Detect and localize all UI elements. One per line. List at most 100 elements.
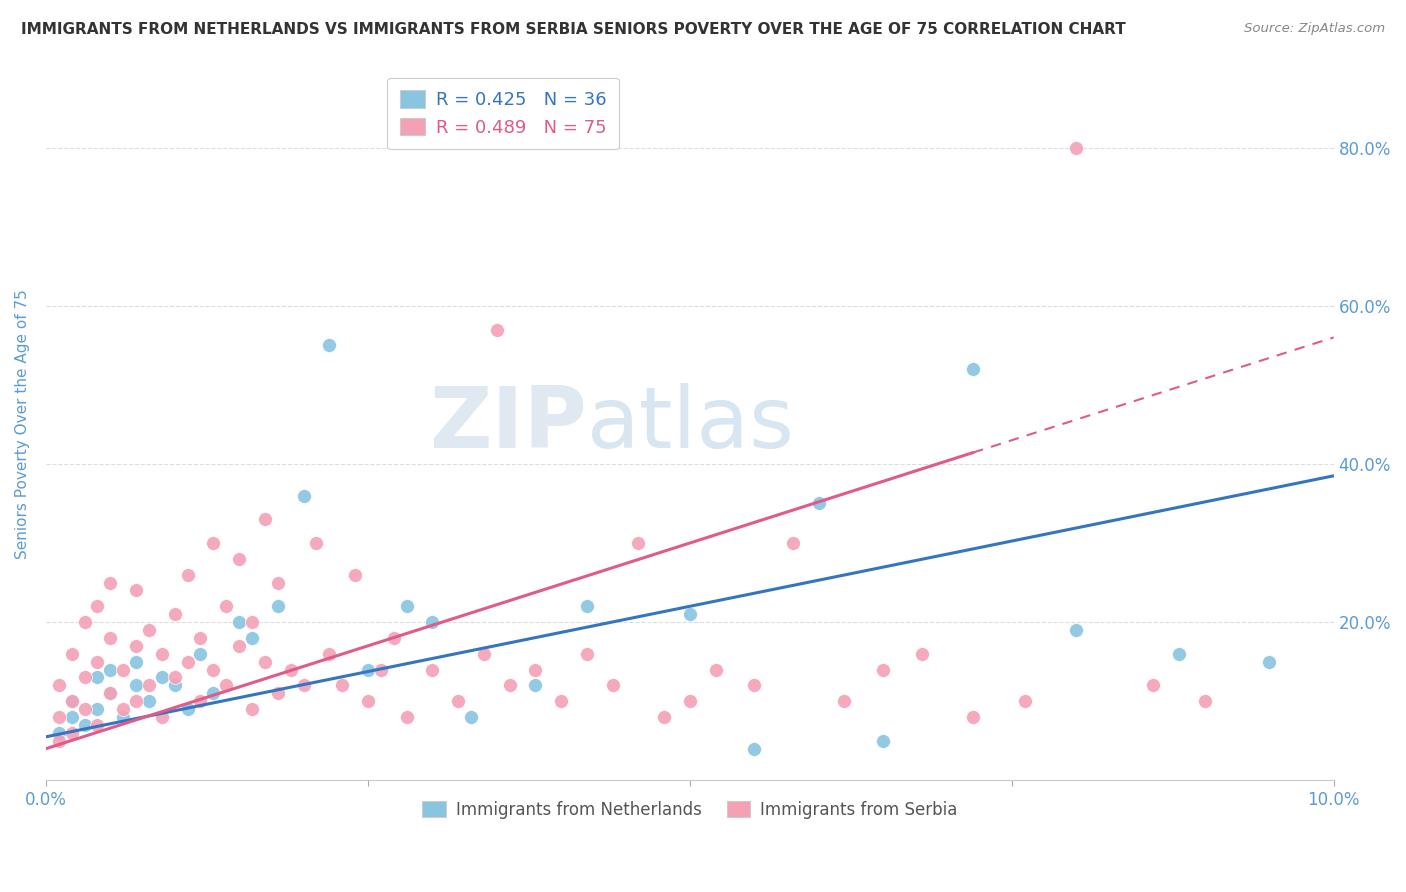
Point — [472, 647, 495, 661]
Point — [176, 702, 198, 716]
Point — [704, 663, 727, 677]
Point — [150, 647, 173, 661]
Point — [163, 607, 186, 622]
Point — [370, 663, 392, 677]
Point — [1258, 655, 1281, 669]
Point — [202, 686, 225, 700]
Point — [1064, 140, 1087, 154]
Point — [1064, 623, 1087, 637]
Point — [679, 694, 702, 708]
Text: IMMIGRANTS FROM NETHERLANDS VS IMMIGRANTS FROM SERBIA SENIORS POVERTY OVER THE A: IMMIGRANTS FROM NETHERLANDS VS IMMIGRANT… — [21, 22, 1126, 37]
Point — [485, 322, 508, 336]
Point — [395, 710, 418, 724]
Point — [420, 663, 443, 677]
Point — [524, 678, 547, 692]
Point — [550, 694, 572, 708]
Legend: Immigrants from Netherlands, Immigrants from Serbia: Immigrants from Netherlands, Immigrants … — [416, 794, 965, 825]
Point — [190, 631, 212, 645]
Point — [86, 671, 108, 685]
Point — [782, 536, 804, 550]
Point — [176, 567, 198, 582]
Point — [112, 710, 135, 724]
Text: atlas: atlas — [586, 383, 794, 466]
Point — [138, 694, 160, 708]
Point — [86, 655, 108, 669]
Point — [524, 663, 547, 677]
Point — [292, 678, 315, 692]
Point — [872, 663, 894, 677]
Point — [73, 671, 96, 685]
Point — [267, 599, 290, 614]
Point — [190, 647, 212, 661]
Point — [460, 710, 482, 724]
Point — [318, 647, 340, 661]
Point — [73, 615, 96, 629]
Point — [447, 694, 470, 708]
Point — [60, 647, 83, 661]
Point — [48, 733, 70, 747]
Point — [98, 686, 121, 700]
Point — [86, 599, 108, 614]
Point — [60, 694, 83, 708]
Point — [1142, 678, 1164, 692]
Point — [125, 639, 148, 653]
Point — [176, 655, 198, 669]
Point — [742, 741, 765, 756]
Point — [807, 496, 830, 510]
Point — [742, 678, 765, 692]
Point — [60, 726, 83, 740]
Point — [98, 631, 121, 645]
Point — [215, 678, 238, 692]
Point — [910, 647, 932, 661]
Point — [872, 733, 894, 747]
Point — [357, 694, 380, 708]
Point — [420, 615, 443, 629]
Point — [575, 647, 598, 661]
Point — [163, 671, 186, 685]
Point — [343, 567, 366, 582]
Point — [228, 615, 250, 629]
Point — [240, 615, 263, 629]
Point — [652, 710, 675, 724]
Point — [112, 663, 135, 677]
Point — [60, 694, 83, 708]
Point — [228, 552, 250, 566]
Point — [48, 710, 70, 724]
Point — [602, 678, 624, 692]
Point — [98, 663, 121, 677]
Point — [240, 702, 263, 716]
Point — [253, 655, 276, 669]
Point — [305, 536, 328, 550]
Y-axis label: Seniors Poverty Over the Age of 75: Seniors Poverty Over the Age of 75 — [15, 290, 30, 559]
Point — [1194, 694, 1216, 708]
Point — [228, 639, 250, 653]
Point — [357, 663, 380, 677]
Point — [292, 489, 315, 503]
Point — [962, 362, 984, 376]
Point — [48, 726, 70, 740]
Point — [575, 599, 598, 614]
Point — [267, 686, 290, 700]
Point — [138, 623, 160, 637]
Point — [1168, 647, 1191, 661]
Point — [267, 575, 290, 590]
Point — [138, 678, 160, 692]
Point — [280, 663, 302, 677]
Point — [163, 678, 186, 692]
Point — [73, 702, 96, 716]
Point — [150, 710, 173, 724]
Point — [215, 599, 238, 614]
Point — [498, 678, 520, 692]
Point — [125, 583, 148, 598]
Point — [60, 710, 83, 724]
Point — [1014, 694, 1036, 708]
Point — [330, 678, 353, 692]
Point — [48, 678, 70, 692]
Point — [382, 631, 405, 645]
Point — [253, 512, 276, 526]
Point — [240, 631, 263, 645]
Point — [125, 694, 148, 708]
Point — [202, 663, 225, 677]
Point — [112, 702, 135, 716]
Point — [202, 536, 225, 550]
